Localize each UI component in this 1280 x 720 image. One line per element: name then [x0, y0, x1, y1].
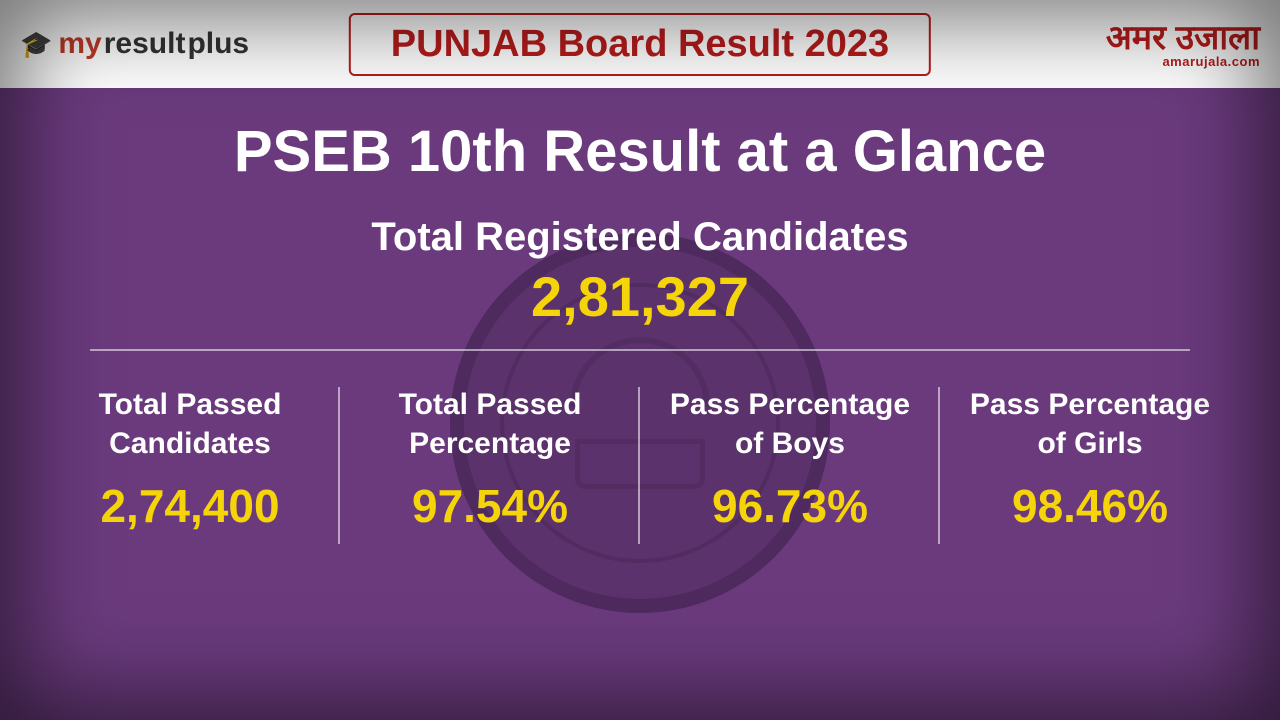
logo-text-my: my — [58, 27, 101, 61]
page-title: PSEB 10th Result at a Glance — [234, 118, 1046, 185]
logo-text-plus: plus — [187, 27, 249, 61]
graduation-cap-icon: 🎓 — [20, 29, 52, 60]
stat-value: 2,74,400 — [58, 479, 322, 533]
stat-value: 97.54% — [358, 479, 622, 533]
stat-label: Pass Percentage of Girls — [958, 379, 1222, 469]
stat-boys-percentage: Pass Percentage of Boys 96.73% — [640, 379, 940, 559]
horizontal-divider — [90, 349, 1190, 351]
stat-passed-candidates: Total Passed Candidates 2,74,400 — [40, 379, 340, 559]
registered-label: Total Registered Candidates — [371, 215, 908, 260]
registered-value: 2,81,327 — [371, 264, 908, 329]
main-content: PSEB 10th Result at a Glance Total Regis… — [0, 88, 1280, 720]
logo-myresultplus: 🎓 myresultplus — [20, 27, 249, 61]
stat-label: Total Passed Percentage — [358, 379, 622, 469]
logo-text-result: result — [104, 27, 186, 61]
logo-amarujala: अमर उजाला amarujala.com — [1106, 21, 1260, 68]
stats-row: Total Passed Candidates 2,74,400 Total P… — [0, 379, 1280, 559]
header-bar: 🎓 myresultplus PUNJAB Board Result 2023 … — [0, 0, 1280, 88]
stat-label: Pass Percentage of Boys — [658, 379, 922, 469]
stat-girls-percentage: Pass Percentage of Girls 98.46% — [940, 379, 1240, 559]
stat-passed-percentage: Total Passed Percentage 97.54% — [340, 379, 640, 559]
logo-amarujala-text: अमर उजाला — [1106, 21, 1260, 55]
stat-value: 98.46% — [958, 479, 1222, 533]
stat-label: Total Passed Candidates — [58, 379, 322, 469]
banner-title: PUNJAB Board Result 2023 — [349, 13, 931, 76]
registered-block: Total Registered Candidates 2,81,327 — [371, 215, 908, 329]
stat-value: 96.73% — [658, 479, 922, 533]
